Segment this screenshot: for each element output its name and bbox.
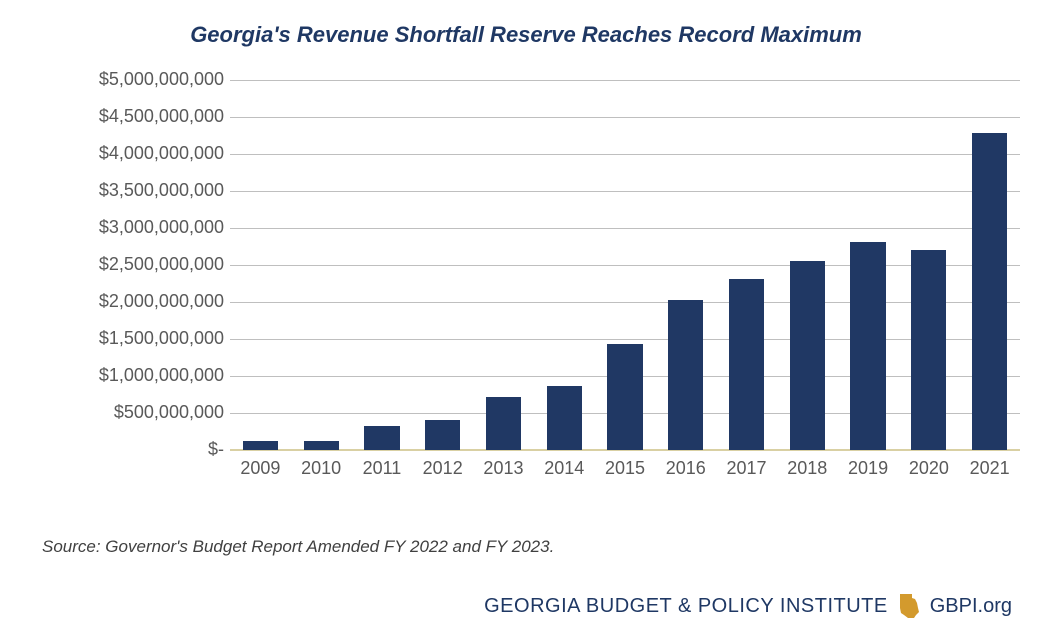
- x-tick-label: 2016: [666, 458, 706, 479]
- georgia-state-icon: [898, 593, 920, 619]
- bar: [425, 420, 460, 450]
- x-tick-label: 2015: [605, 458, 645, 479]
- x-tick-label: 2011: [363, 458, 402, 479]
- x-tick-label: 2014: [544, 458, 584, 479]
- gridline: [230, 228, 1020, 229]
- chart-container: Georgia's Revenue Shortfall Reserve Reac…: [0, 0, 1052, 639]
- x-tick-label: 2012: [423, 458, 463, 479]
- y-tick-label: $2,500,000,000: [40, 254, 224, 275]
- gridline: [230, 302, 1020, 303]
- x-tick-label: 2021: [970, 458, 1010, 479]
- gridline: [230, 339, 1020, 340]
- y-tick-label: $3,000,000,000: [40, 217, 224, 238]
- bar: [304, 441, 339, 450]
- bar: [850, 242, 885, 450]
- bar: [547, 386, 582, 450]
- source-text: Source: Governor's Budget Report Amended…: [42, 537, 554, 557]
- x-tick-label: 2017: [727, 458, 767, 479]
- x-tick-label: 2019: [848, 458, 888, 479]
- bar: [607, 344, 642, 450]
- bar: [243, 441, 278, 450]
- org-url: GBPI.org: [930, 595, 1012, 618]
- bar: [790, 261, 825, 450]
- y-tick-label: $500,000,000: [40, 402, 224, 423]
- chart-title: Georgia's Revenue Shortfall Reserve Reac…: [0, 22, 1052, 48]
- y-tick-label: $4,500,000,000: [40, 106, 224, 127]
- y-tick-label: $4,000,000,000: [40, 143, 224, 164]
- x-tick-label: 2010: [301, 458, 341, 479]
- gridline: [230, 265, 1020, 266]
- bar: [972, 133, 1007, 450]
- gridline: [230, 117, 1020, 118]
- x-tick-label: 2020: [909, 458, 949, 479]
- x-tick-label: 2018: [787, 458, 827, 479]
- bar: [668, 300, 703, 450]
- y-tick-label: $5,000,000,000: [40, 69, 224, 90]
- chart-area: 2009 2010 2011 2012 2013 2014 2015 2016 2017 2018…: [40, 70, 1030, 510]
- gridline: [230, 154, 1020, 155]
- y-tick-label: $2,000,000,000: [40, 291, 224, 312]
- x-tick-label: 2009: [240, 458, 280, 479]
- org-name: GEORGIA BUDGET & POLICY INSTITUTE: [484, 595, 888, 618]
- branding: GEORGIA BUDGET & POLICY INSTITUTE GBPI.o…: [484, 593, 1012, 619]
- bar: [364, 426, 399, 450]
- gridline: [230, 191, 1020, 192]
- bar: [486, 397, 521, 450]
- x-tick-label: 2013: [483, 458, 523, 479]
- x-axis-labels: 2009 2010 2011 2012 2013 2014 2015 2016 2017 2018…: [230, 458, 1020, 488]
- bar: [729, 279, 764, 450]
- gridline: [230, 80, 1020, 81]
- y-tick-label: $-: [40, 439, 224, 460]
- y-tick-label: $1,500,000,000: [40, 328, 224, 349]
- plot-region: [230, 80, 1020, 450]
- bar: [911, 250, 946, 450]
- y-tick-label: $1,000,000,000: [40, 365, 224, 386]
- y-tick-label: $3,500,000,000: [40, 180, 224, 201]
